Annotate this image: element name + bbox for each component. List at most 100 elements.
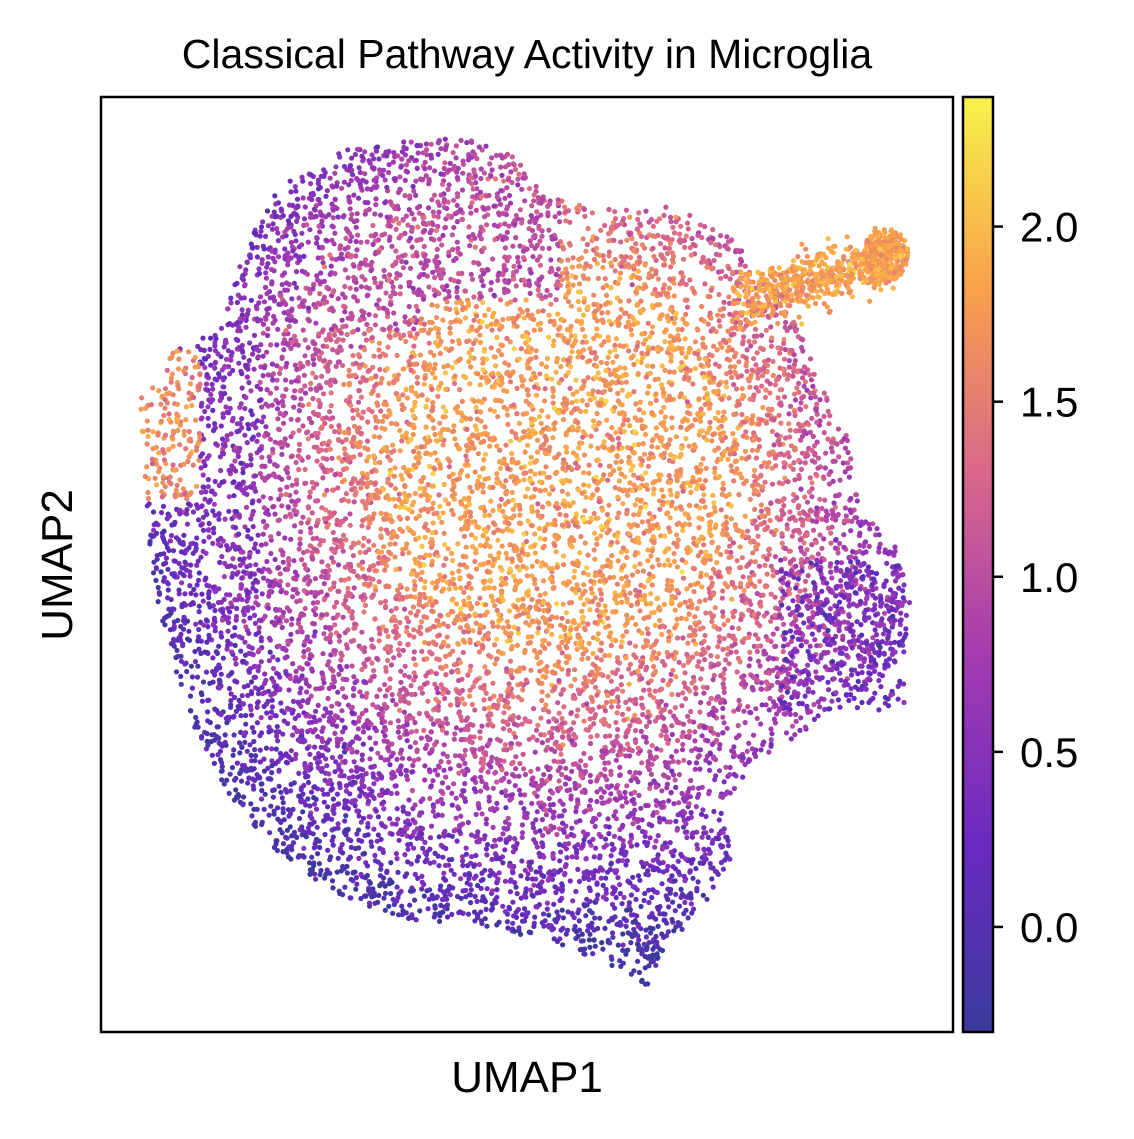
scatter-point: [430, 520, 436, 526]
scatter-point: [448, 550, 455, 557]
scatter-point: [145, 495, 151, 501]
scatter-point: [591, 715, 597, 721]
scatter-point: [468, 887, 474, 893]
scatter-point: [472, 558, 478, 565]
scatter-point: [251, 729, 257, 735]
scatter-point: [293, 212, 299, 218]
scatter-point: [250, 351, 256, 357]
scatter-point: [290, 732, 296, 738]
scatter-point: [220, 655, 226, 661]
scatter-point: [694, 326, 700, 332]
scatter-point: [680, 729, 686, 736]
scatter-point: [179, 565, 185, 571]
scatter-point: [752, 326, 759, 332]
scatter-point: [374, 693, 380, 700]
scatter-point: [358, 394, 364, 400]
scatter-point: [361, 574, 368, 580]
scatter-point: [554, 831, 560, 838]
scatter-point: [714, 560, 720, 566]
scatter-point: [667, 709, 673, 715]
scatter-point: [594, 326, 600, 332]
scatter-point: [577, 550, 583, 556]
scatter-point: [586, 885, 592, 891]
scatter-point: [347, 511, 353, 517]
scatter-point: [379, 822, 385, 828]
scatter-point: [642, 833, 648, 839]
scatter-point: [780, 649, 786, 655]
scatter-point: [521, 806, 527, 812]
scatter-point: [404, 515, 410, 521]
scatter-point: [506, 685, 512, 692]
scatter-point: [671, 550, 677, 557]
scatter-point: [814, 473, 820, 479]
scatter-point: [577, 595, 584, 601]
scatter-point: [798, 715, 804, 721]
scatter-point: [198, 465, 204, 471]
scatter-point: [381, 544, 387, 550]
scatter-point: [286, 202, 293, 208]
scatter-point: [203, 381, 210, 387]
scatter-point: [360, 543, 366, 549]
scatter-point: [392, 465, 398, 471]
scatter-point: [382, 890, 389, 897]
scatter-point: [233, 661, 239, 667]
scatter-point: [500, 831, 506, 837]
scatter-point: [608, 260, 614, 266]
scatter-point: [516, 356, 523, 362]
scatter-point: [411, 216, 417, 222]
scatter-point: [529, 634, 535, 640]
scatter-point: [438, 146, 444, 152]
scatter-point: [283, 590, 289, 596]
scatter-point: [374, 487, 380, 493]
scatter-point: [288, 856, 294, 862]
scatter-point: [419, 392, 425, 398]
scatter-point: [430, 209, 436, 215]
scatter-point: [460, 170, 466, 176]
scatter-point: [413, 662, 419, 668]
scatter-point: [731, 478, 737, 484]
scatter-point: [521, 429, 527, 435]
scatter-point: [511, 263, 517, 269]
scatter-point: [393, 702, 399, 708]
scatter-point: [619, 901, 625, 907]
scatter-point: [579, 656, 585, 662]
scatter-point: [340, 614, 346, 620]
scatter-point: [370, 364, 376, 370]
scatter-point: [786, 421, 792, 427]
scatter-point: [537, 865, 543, 871]
scatter-point: [321, 492, 328, 498]
scatter-point: [585, 276, 591, 282]
scatter-point: [291, 280, 297, 286]
scatter-point: [525, 640, 531, 646]
scatter-point: [658, 409, 664, 415]
scatter-point: [633, 401, 639, 407]
scatter-point: [576, 918, 582, 924]
scatter-point: [400, 392, 406, 398]
scatter-point: [502, 195, 508, 201]
scatter-point: [376, 638, 382, 644]
scatter-point: [699, 666, 705, 672]
scatter-point: [415, 393, 421, 399]
scatter-point: [360, 158, 366, 164]
scatter-point: [474, 313, 480, 319]
scatter-point: [669, 415, 675, 421]
scatter-point: [491, 310, 497, 316]
scatter-point: [288, 536, 294, 542]
scatter-point: [218, 467, 224, 474]
scatter-point: [819, 516, 825, 523]
scatter-point: [826, 421, 832, 427]
scatter-point: [903, 612, 910, 619]
scatter-point: [717, 431, 724, 437]
scatter-point: [434, 303, 440, 309]
scatter-point: [482, 451, 489, 457]
scatter-point: [296, 770, 302, 777]
scatter-point: [613, 719, 619, 726]
scatter-point: [525, 486, 531, 492]
scatter-point: [547, 773, 553, 780]
scatter-point: [315, 702, 321, 709]
scatter-point: [371, 562, 377, 569]
scatter-point: [530, 734, 536, 740]
scatter-point: [815, 551, 821, 557]
scatter-point: [629, 572, 636, 578]
scatter-point: [589, 210, 596, 216]
